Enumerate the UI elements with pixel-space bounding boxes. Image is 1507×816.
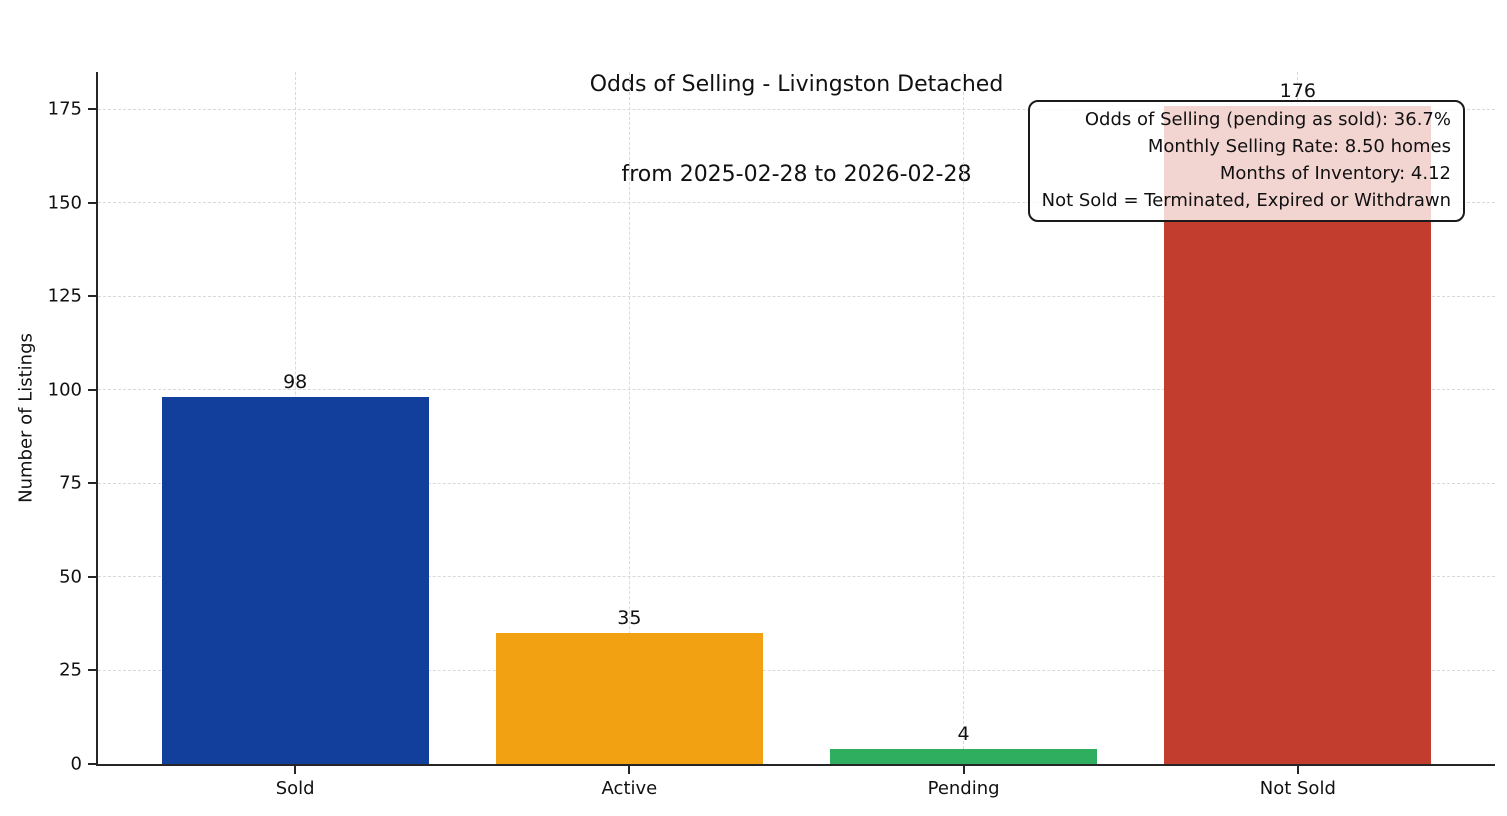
gridline-horizontal-25 xyxy=(98,669,1495,671)
y-tick-label-175: 175 xyxy=(47,98,82,120)
y-tick-mark-125 xyxy=(88,295,96,298)
annotation-odds-of-selling: Odds of Selling (pending as sold): 36.7% xyxy=(1084,109,1451,130)
gridline-horizontal-75 xyxy=(98,482,1495,484)
y-tick-label-75: 75 xyxy=(59,472,82,494)
bar-value-label-not-sold: 176 xyxy=(1279,79,1316,102)
x-tick-label-not-sold: Not Sold xyxy=(1259,778,1336,799)
y-tick-mark-150 xyxy=(88,201,96,204)
annotation-months-of-inventory: Months of Inventory: 4.12 xyxy=(1219,163,1451,184)
y-tick-mark-25 xyxy=(88,669,96,672)
chart-title-line1: Odds of Selling - Livingston Detached xyxy=(589,72,1004,97)
gridline-horizontal-150 xyxy=(98,202,1495,204)
bar-pending xyxy=(829,749,1098,764)
x-tick-mark-pending xyxy=(962,766,965,774)
x-tick-label-sold: Sold xyxy=(275,778,315,799)
bar-active xyxy=(495,633,764,764)
gridline-horizontal-175 xyxy=(98,108,1495,110)
bar-value-label-sold: 98 xyxy=(283,371,308,394)
gridline-horizontal-125 xyxy=(98,295,1495,297)
chart-title-line2: from 2025-02-28 to 2026-02-28 xyxy=(621,162,972,187)
x-tick-label-pending: Pending xyxy=(927,778,1000,799)
bar-value-label-pending: 4 xyxy=(957,723,970,746)
annotation-not-sold-definition: Not Sold = Terminated, Expired or Withdr… xyxy=(1041,190,1451,211)
gridline-vertical-active xyxy=(628,72,630,764)
plot-area: 98 35 4 176 0 25 50 75 100 125 150 175 Sold Active Pe… xyxy=(48,72,1495,799)
y-tick-label-150: 150 xyxy=(47,192,82,214)
bar-sold xyxy=(161,397,429,764)
y-tick-mark-100 xyxy=(88,388,96,391)
y-axis-spine xyxy=(96,72,98,766)
y-tick-mark-75 xyxy=(88,482,96,485)
x-axis-spine xyxy=(96,764,1495,766)
x-tick-mark-sold xyxy=(294,766,297,774)
x-tick-label-active: Active xyxy=(601,778,658,799)
y-tick-label-50: 50 xyxy=(59,566,82,588)
y-tick-label-125: 125 xyxy=(47,285,82,307)
annotation-monthly-selling-rate: Monthly Selling Rate: 8.50 homes xyxy=(1147,136,1451,157)
y-tick-label-0: 0 xyxy=(70,753,82,775)
y-tick-mark-175 xyxy=(88,108,96,111)
gridline-horizontal-50 xyxy=(98,576,1495,578)
y-tick-label-25: 25 xyxy=(59,659,82,681)
y-tick-label-100: 100 xyxy=(47,379,82,401)
y-axis-label: Number of Listings xyxy=(15,333,37,503)
stats-annotation-box: Odds of Selling (pending as sold): 36.7%… xyxy=(1027,100,1465,222)
gridline-vertical-pending xyxy=(963,72,965,764)
y-tick-mark-0 xyxy=(88,763,96,765)
chart-title: Odds of Selling - Livingston Detached fr… xyxy=(98,10,1495,250)
gridline-horizontal-100 xyxy=(98,389,1495,391)
bar-value-label-active: 35 xyxy=(617,607,642,630)
x-tick-mark-active xyxy=(628,766,631,774)
x-tick-mark-not-sold xyxy=(1296,766,1299,774)
y-tick-mark-50 xyxy=(88,575,96,578)
